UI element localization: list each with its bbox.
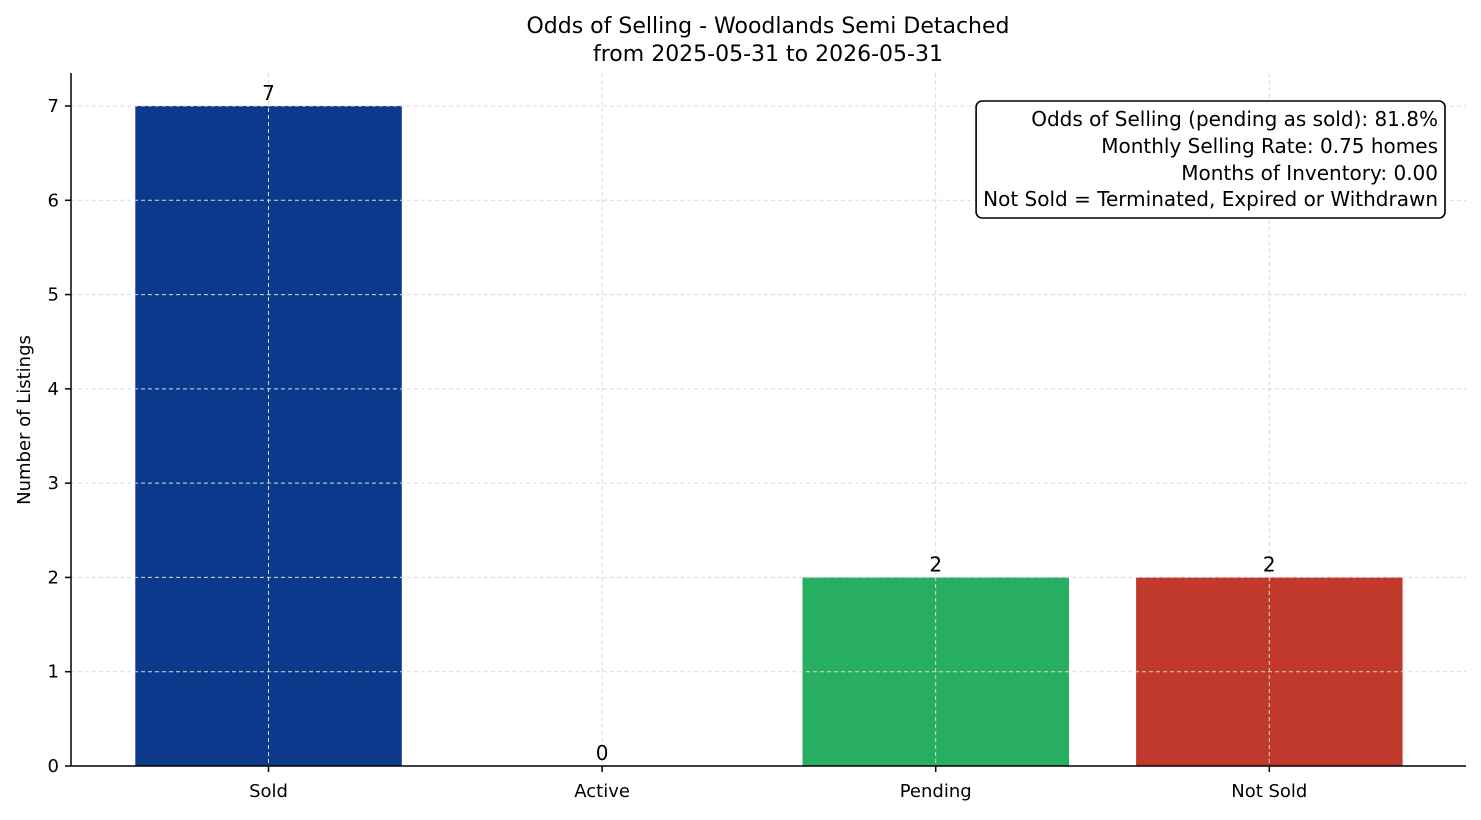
chart-title: Odds of Selling - Woodlands Semi Detache… [526, 14, 1009, 39]
y-tick-label: 1 [48, 662, 59, 683]
info-box-line: Not Sold = Terminated, Expired or Withdr… [983, 187, 1438, 211]
y-tick-label: 5 [48, 285, 59, 306]
info-box-line: Odds of Selling (pending as sold): 81.8% [1031, 107, 1438, 131]
y-tick-label: 0 [48, 756, 59, 777]
y-axis-label: Number of Listings [14, 335, 35, 505]
y-tick-label: 4 [48, 379, 59, 400]
bar-sold [135, 106, 402, 766]
bar-value-label: 0 [596, 741, 609, 765]
info-box: Odds of Selling (pending as sold): 81.8%… [975, 100, 1446, 219]
value-labels: 7 0 2 2 [262, 81, 1276, 765]
bar-value-label: 2 [1263, 552, 1276, 576]
y-tick-label: 2 [48, 567, 59, 588]
info-box-line: Months of Inventory: 0.00 [1181, 161, 1438, 185]
y-tick-label: 7 [48, 96, 59, 117]
bar-value-label: 2 [929, 552, 942, 576]
axes: 0 1 2 3 4 5 6 7 Sold Active Pending Not Sold [48, 73, 1466, 802]
x-tick-label: Not Sold [1231, 781, 1307, 802]
info-box-frame [975, 100, 1446, 219]
info-box-line: Monthly Selling Rate: 0.75 homes [1101, 134, 1438, 158]
y-tick-label: 3 [48, 473, 59, 494]
bar-value-label: 7 [262, 81, 275, 105]
x-tick-label: Active [574, 781, 630, 802]
x-tick-label: Sold [249, 781, 288, 802]
y-tick-label: 6 [48, 190, 59, 211]
chart-subtitle: from 2025-05-31 to 2026-05-31 [593, 42, 943, 67]
x-tick-label: Pending [900, 781, 972, 802]
